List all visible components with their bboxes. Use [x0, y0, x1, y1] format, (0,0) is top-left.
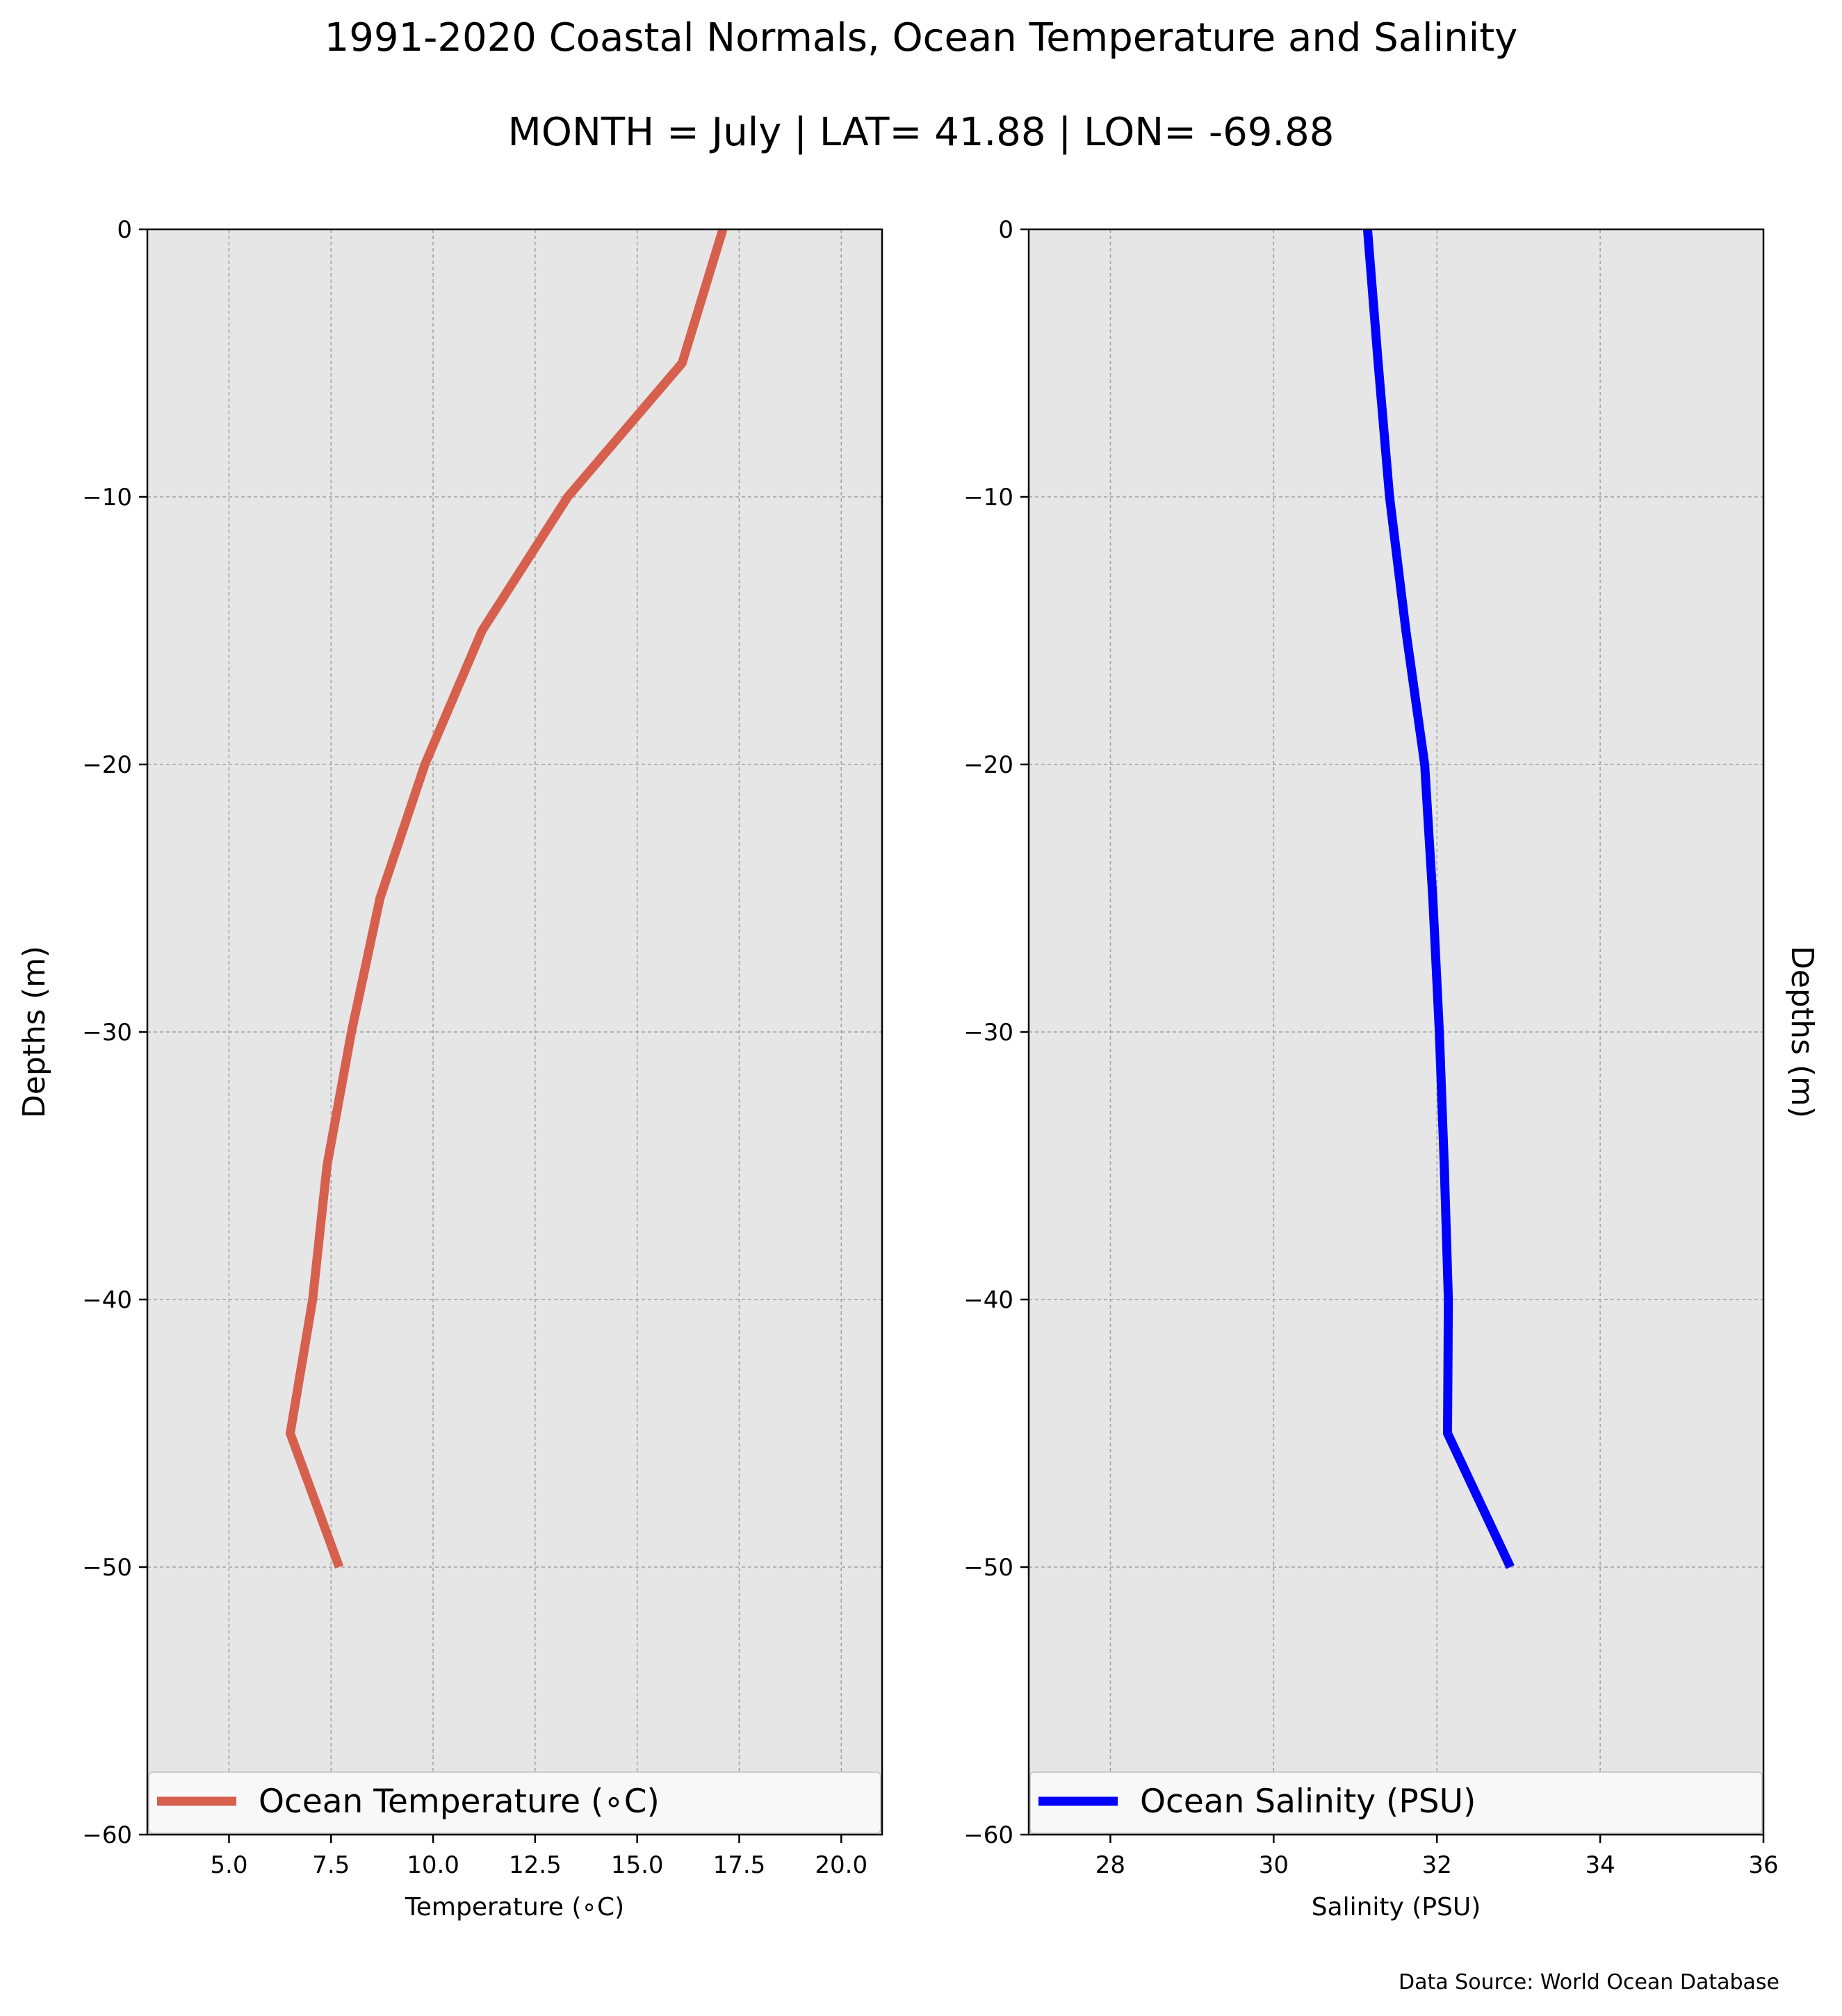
- temperature-y-tick-label: 0: [117, 216, 132, 244]
- temperature-y-tick-label: −30: [82, 1019, 132, 1047]
- temperature-x-tick-label: 20.0: [815, 1851, 867, 1879]
- temperature-y-axis-label: Depths (m): [17, 946, 52, 1118]
- chart-title: 1991-2020 Coastal Normals, Ocean Tempera…: [324, 15, 1518, 60]
- temperature-y-tick-label: −40: [82, 1286, 132, 1314]
- chart-subtitle: MONTH = July | LAT= 41.88 | LON= -69.88: [507, 110, 1335, 155]
- temperature-series-line: [285, 228, 728, 1569]
- salinity-x-tick-label: 32: [1422, 1851, 1452, 1879]
- salinity-y-tick-label: −40: [963, 1286, 1013, 1314]
- temperature-y-tick-label: −60: [82, 1821, 132, 1849]
- temperature-legend-box: [148, 1771, 881, 1834]
- data-source-note: Data Source: World Ocean Database: [1399, 1970, 1779, 1994]
- temperature-x-tick-label: 12.5: [509, 1851, 562, 1879]
- salinity-y-tick-label: −20: [963, 751, 1013, 779]
- salinity-x-tick-label: 34: [1585, 1851, 1615, 1879]
- salinity-x-tick-label: 30: [1259, 1851, 1289, 1879]
- salinity-series-line: [1362, 229, 1515, 1569]
- salinity-y-tick-label: −60: [963, 1821, 1013, 1849]
- temperature-x-tick-label: 15.0: [611, 1851, 664, 1879]
- salinity-legend: Ocean Salinity (PSU): [1029, 1771, 1763, 1834]
- temperature-plot-area: [147, 229, 882, 1835]
- salinity-y-axis-label: Depths (m): [1784, 946, 1820, 1118]
- salinity-y-tick-label: −50: [963, 1554, 1013, 1582]
- salinity-legend-box: [1029, 1771, 1763, 1834]
- salinity-y-tick-label: −30: [963, 1019, 1013, 1047]
- temperature-x-tick-label: 7.5: [312, 1851, 350, 1879]
- temperature-y-tick-label: −50: [82, 1554, 132, 1582]
- salinity-panel: Ocean Salinity (PSU) 0 −10 −20 −30 −40 −50 −60 2…: [963, 216, 1820, 1921]
- temperature-x-axis-label: Temperature (∘C): [405, 1893, 624, 1921]
- salinity-x-tick-label: 36: [1748, 1851, 1778, 1879]
- temperature-y-tick-label: −10: [82, 484, 132, 511]
- salinity-x-axis-label: Salinity (PSU): [1312, 1893, 1481, 1921]
- salinity-x-tick-label: 28: [1095, 1851, 1125, 1879]
- temperature-x-tick-label: 5.0: [210, 1851, 247, 1879]
- temperature-panel: Ocean Temperature (∘C) 0 −10 −20 −30 −40 −50 −6…: [17, 216, 883, 1921]
- salinity-legend-label: Ocean Salinity (PSU): [1140, 1783, 1476, 1821]
- temperature-y-tick-label: −20: [82, 751, 132, 779]
- salinity-y-tick-label: −10: [963, 484, 1013, 511]
- salinity-plot-area: [1029, 229, 1763, 1835]
- temperature-legend-label: Ocean Temperature (∘C): [259, 1783, 660, 1821]
- temperature-x-tick-label: 17.5: [713, 1851, 766, 1879]
- temperature-legend: Ocean Temperature (∘C): [148, 1771, 881, 1834]
- salinity-y-tick-label: 0: [998, 216, 1013, 244]
- temperature-x-tick-label: 10.0: [407, 1851, 459, 1879]
